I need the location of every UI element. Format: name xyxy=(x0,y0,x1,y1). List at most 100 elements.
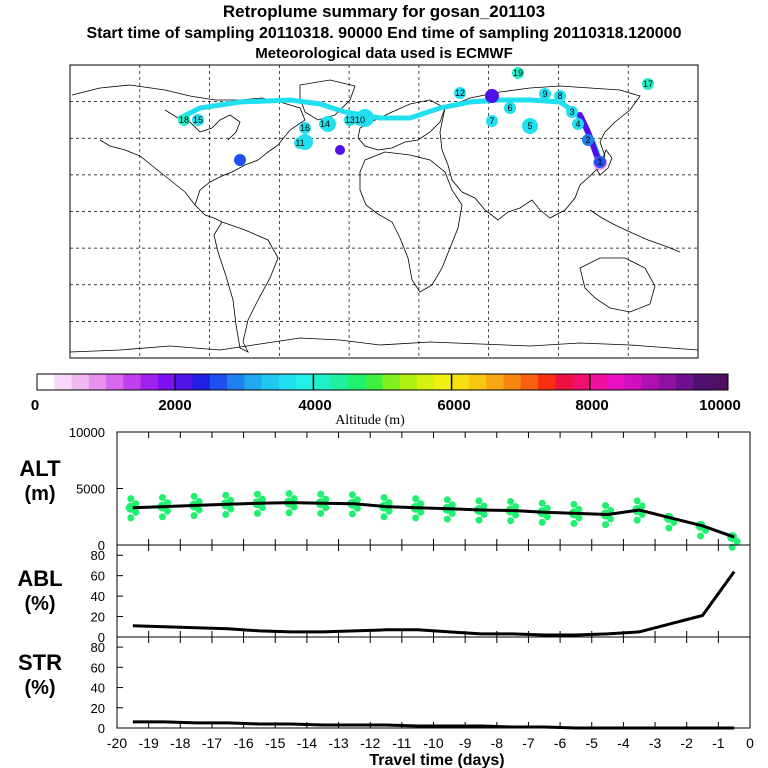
altitude-point xyxy=(258,495,266,503)
plume-cluster-marker xyxy=(234,154,246,166)
colorbar-swatch xyxy=(192,374,211,390)
plume-day-label: 6 xyxy=(507,103,512,113)
x-tick-label: -9 xyxy=(459,735,472,751)
y-tick-label: 40 xyxy=(91,589,105,604)
plume-day-label: 16 xyxy=(300,123,310,133)
altitude-point xyxy=(285,509,293,517)
altitude-point xyxy=(543,504,551,512)
colorbar-tick: 10000 xyxy=(699,397,741,414)
chart-title: Retroplume summary for gosan_201103 xyxy=(222,2,546,21)
x-tick-label: -2 xyxy=(680,735,693,751)
altitude-point xyxy=(507,497,515,505)
x-tick-label: -10 xyxy=(423,735,443,751)
colorbar-swatch xyxy=(157,374,176,390)
colorbar-swatch xyxy=(417,374,435,390)
plume-day-label: 18 xyxy=(179,115,189,125)
colorbar-swatch xyxy=(676,374,694,390)
altitude-point xyxy=(602,501,610,509)
x-tick-label: -13 xyxy=(328,735,348,751)
altitude-point xyxy=(412,514,420,522)
y-tick-label: 20 xyxy=(91,701,105,716)
colorbar-swatch xyxy=(209,374,228,390)
altitude-point xyxy=(728,543,736,551)
colorbar-swatch xyxy=(347,374,366,390)
str-panel-label: STR xyxy=(18,650,62,675)
altitude-point xyxy=(412,495,420,503)
panel-frame xyxy=(116,544,751,638)
y-tick-label: 80 xyxy=(91,640,105,655)
x-tick-label: -12 xyxy=(360,735,380,751)
colorbar-swatch xyxy=(244,374,262,390)
colorbar-swatch xyxy=(468,374,487,390)
plume-day-marker xyxy=(539,88,551,100)
altitude-point xyxy=(538,518,546,526)
series-line xyxy=(132,570,736,637)
altitude-point xyxy=(475,497,483,505)
altitude-point xyxy=(317,509,325,517)
world-map-panel: 13 15 12 14 11 16 9 7 5 3 17 19 18 10 8 6 42 1 xyxy=(69,64,699,359)
plume-day-marker xyxy=(354,114,366,126)
panel-0: 10000 5000 0 xyxy=(69,425,751,553)
altitude-point xyxy=(253,490,261,498)
plume-day-label: 1 xyxy=(597,157,602,167)
str-panel-unit: (%) xyxy=(24,677,55,699)
colorbar-tick: 8000 xyxy=(575,397,608,414)
plume-cluster-marker xyxy=(335,145,345,155)
colorbar-swatch xyxy=(537,374,556,390)
colorbar-swatch xyxy=(175,374,193,390)
altitude-point xyxy=(163,499,171,507)
altitude-point xyxy=(385,499,393,507)
colorbar-swatch xyxy=(296,374,314,390)
colorbar-tick: 4000 xyxy=(298,397,331,414)
altitude-point xyxy=(602,521,610,529)
colorbar-tick: 0 xyxy=(31,397,39,414)
colorbar-swatch xyxy=(382,374,401,390)
plume-day-label: 3 xyxy=(569,107,574,117)
colorbar-axis-label: Altitude (m) xyxy=(335,413,405,428)
y-tick-label: 80 xyxy=(91,548,105,563)
x-tick-label: -18 xyxy=(170,735,190,751)
x-tick-label: -3 xyxy=(649,735,662,751)
colorbar-swatch xyxy=(451,374,470,390)
colorbar-swatch xyxy=(589,374,608,390)
altitude-point xyxy=(480,502,488,510)
plume-day-label: 13 xyxy=(345,115,355,125)
colorbar-swatch xyxy=(434,374,452,390)
panel-1: 80 60 40 20 0 xyxy=(91,544,751,645)
colorbar-swatch xyxy=(227,374,245,390)
alt-panel-unit: (m) xyxy=(24,483,55,505)
y-tick-label: 0 xyxy=(98,538,105,553)
colorbar-swatch xyxy=(399,374,418,390)
colorbar-swatch xyxy=(658,374,677,390)
y-tick-label: 0 xyxy=(98,630,105,645)
altitude-point xyxy=(638,502,646,510)
altitude-point xyxy=(575,505,583,513)
plume-day-marker xyxy=(454,87,466,99)
plume-day-label: 5 xyxy=(527,121,532,131)
y-tick-label: 20 xyxy=(91,610,105,625)
colorbar-swatch xyxy=(313,374,332,390)
panel-frame xyxy=(116,431,751,546)
colorbar-swatch xyxy=(520,374,539,390)
altitude-point xyxy=(132,500,140,508)
altitude-point xyxy=(448,501,456,509)
altitude-colorbar xyxy=(36,373,729,391)
altitude-point xyxy=(538,499,546,507)
altitude-point xyxy=(380,513,388,521)
altitude-point xyxy=(443,515,451,523)
colorbar-swatch xyxy=(693,374,712,390)
colorbar-swatch xyxy=(140,374,159,390)
x-tick-label: -4 xyxy=(617,735,630,751)
x-tick-label: -16 xyxy=(233,735,253,751)
x-tick-label: -17 xyxy=(202,735,222,751)
colorbar-swatch xyxy=(503,374,522,390)
colorbar-swatch xyxy=(555,374,573,390)
x-tick-label: -15 xyxy=(265,735,285,751)
y-tick-label: 5000 xyxy=(76,482,105,497)
x-tick-label: -1 xyxy=(712,735,725,751)
colorbar-swatch xyxy=(330,374,349,390)
sampling-time-line: Start time of sampling 20110318. 90000 E… xyxy=(86,25,682,42)
plume-day-marker xyxy=(178,114,190,126)
plume-day-label: 14 xyxy=(320,119,330,129)
